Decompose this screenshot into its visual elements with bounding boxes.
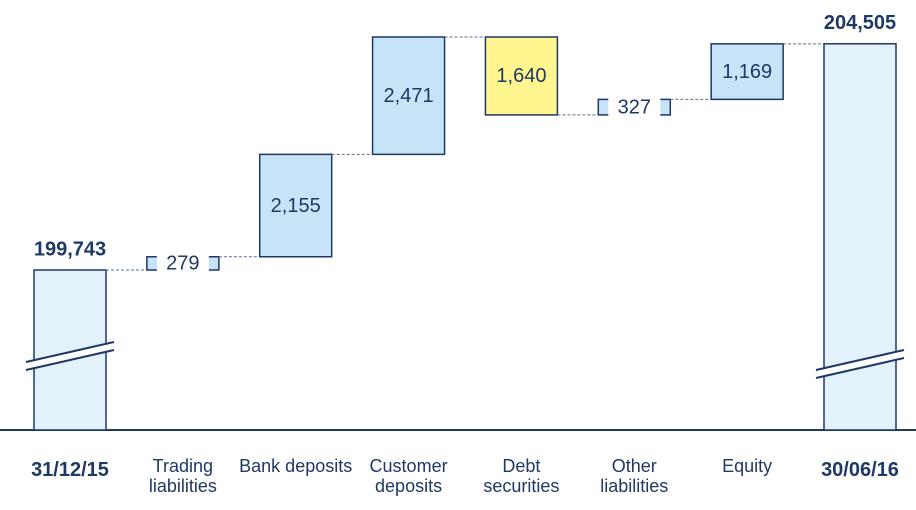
bar xyxy=(258,153,333,258)
x-tick-label: Bank deposits xyxy=(239,456,353,476)
value-label: 2,471 xyxy=(384,85,434,107)
x-tick-label: 31/12/15 xyxy=(31,459,109,481)
x-tick-label: 30/06/16 xyxy=(821,459,899,481)
value-label: 2,155 xyxy=(271,195,321,217)
x-tick-label: Other liabilities xyxy=(600,456,669,496)
x-tick-label: Equity xyxy=(722,456,773,476)
axis-break xyxy=(26,342,114,370)
bar xyxy=(484,36,559,116)
label-bg xyxy=(608,95,661,119)
total-label: 204,505 xyxy=(824,12,896,34)
axis-break-line xyxy=(815,349,905,371)
bar xyxy=(710,43,784,101)
x-tick-label: Trading liabilities xyxy=(148,456,217,496)
value-label: 1,169 xyxy=(722,61,772,83)
value-label: 327 xyxy=(618,96,651,118)
value-label: 279 xyxy=(166,253,199,275)
axis-break xyxy=(816,350,904,378)
bar xyxy=(371,36,446,156)
total-label: 199,743 xyxy=(34,238,106,260)
value-label: 1,640 xyxy=(496,65,546,87)
axis-break-line xyxy=(25,341,115,363)
label-bg xyxy=(156,252,209,274)
axis-break-line xyxy=(25,349,115,371)
x-tick-label: Debt securities xyxy=(483,456,560,496)
axis-break-line xyxy=(815,357,905,379)
x-tick-label: Customer deposits xyxy=(369,456,448,496)
